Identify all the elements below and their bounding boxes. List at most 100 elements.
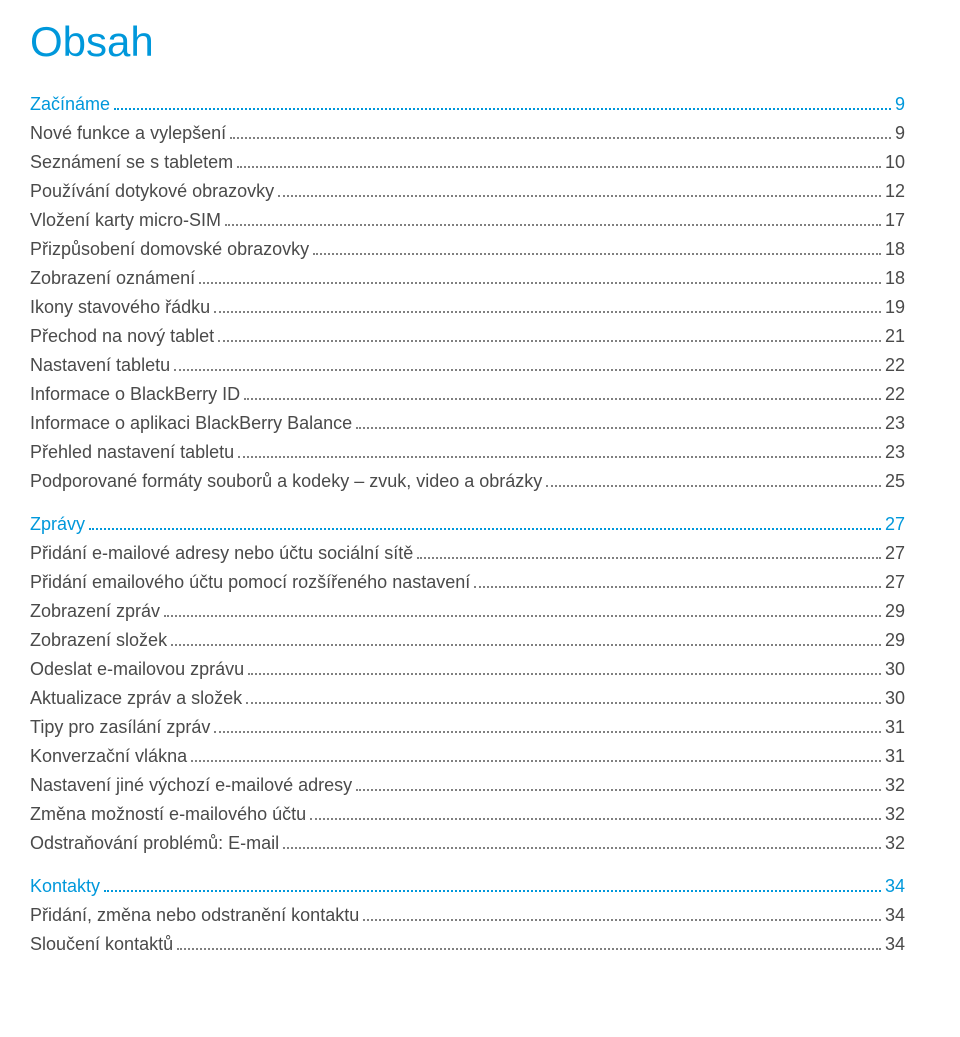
toc-section-page: 27 (885, 514, 905, 535)
toc-leader (283, 847, 881, 849)
toc-section-head[interactable]: Začínáme 9 (30, 94, 905, 115)
toc-entry-label: Změna možností e-mailového účtu (30, 804, 306, 825)
toc-entry-label: Tipy pro zasílání zpráv (30, 717, 210, 738)
toc-entry[interactable]: Nové funkce a vylepšení 9 (30, 123, 905, 144)
toc-section-page: 34 (885, 876, 905, 897)
toc-entry-label: Přizpůsobení domovské obrazovky (30, 239, 309, 260)
toc-entry-page: 18 (885, 239, 905, 260)
toc-entry-page: 9 (895, 123, 905, 144)
toc-leader (356, 427, 881, 429)
toc-entry[interactable]: Podporované formáty souborů a kodeky – z… (30, 471, 905, 492)
toc-entry[interactable]: Nastavení jiné výchozí e-mailové adresy3… (30, 775, 905, 796)
toc-leader (174, 369, 881, 371)
toc-entry-page: 32 (885, 833, 905, 854)
toc-leader (244, 398, 881, 400)
toc-entry[interactable]: Přidání emailového účtu pomocí rozšířené… (30, 572, 905, 593)
toc-entry[interactable]: Informace o aplikaci BlackBerry Balance 2… (30, 413, 905, 434)
toc-leader (164, 615, 881, 617)
toc-entry[interactable]: Sloučení kontaktů 34 (30, 934, 905, 955)
toc-entry-label: Odeslat e-mailovou zprávu (30, 659, 244, 680)
toc-entry-page: 27 (885, 572, 905, 593)
toc-entry-page: 23 (885, 413, 905, 434)
toc-section-label: Zprávy (30, 514, 85, 535)
toc-section-label: Začínáme (30, 94, 110, 115)
toc-entry[interactable]: Zobrazení složek 29 (30, 630, 905, 651)
toc-entry-label: Nastavení tabletu (30, 355, 170, 376)
toc-entry-page: 22 (885, 355, 905, 376)
toc-entry-label: Zobrazení oznámení (30, 268, 195, 289)
toc-leader (104, 890, 881, 892)
toc-entry-page: 34 (885, 934, 905, 955)
toc-section-head[interactable]: Kontakty34 (30, 876, 905, 897)
toc-entry[interactable]: Nastavení tabletu 22 (30, 355, 905, 376)
toc-entry[interactable]: Tipy pro zasílání zpráv31 (30, 717, 905, 738)
toc-entry-page: 10 (885, 152, 905, 173)
toc-entry-page: 29 (885, 630, 905, 651)
toc-entry-page: 19 (885, 297, 905, 318)
toc-leader (89, 528, 881, 530)
toc-entry-page: 23 (885, 442, 905, 463)
toc-entry-label: Zobrazení zpráv (30, 601, 160, 622)
toc-entry-label: Používání dotykové obrazovky (30, 181, 274, 202)
toc-entry[interactable]: Používání dotykové obrazovky12 (30, 181, 905, 202)
toc-section-page: 9 (895, 94, 905, 115)
toc-entry-page: 34 (885, 905, 905, 926)
toc-entry-label: Nové funkce a vylepšení (30, 123, 226, 144)
toc-leader (114, 108, 891, 110)
toc-entry-label: Konverzační vlákna (30, 746, 187, 767)
toc-entry-label: Přidání e-mailové adresy nebo účtu sociá… (30, 543, 413, 564)
toc-entry[interactable]: Změna možností e-mailového účtu32 (30, 804, 905, 825)
toc-entry[interactable]: Odstraňování problémů: E-mail 32 (30, 833, 905, 854)
toc-entry-label: Seznámení se s tabletem (30, 152, 233, 173)
toc-entry-label: Přehled nastavení tabletu (30, 442, 234, 463)
toc-entry-label: Sloučení kontaktů (30, 934, 173, 955)
toc-entry-page: 22 (885, 384, 905, 405)
toc-entry-page: 30 (885, 688, 905, 709)
toc-entry-label: Přidání emailového účtu pomocí rozšířené… (30, 572, 470, 593)
toc-entry-label: Nastavení jiné výchozí e-mailové adresy (30, 775, 352, 796)
table-of-contents: Začínáme 9 Nové funkce a vylepšení 9 Seznáme… (30, 94, 905, 955)
toc-entry[interactable]: Konverzační vlákna31 (30, 746, 905, 767)
toc-leader (199, 282, 881, 284)
toc-entry[interactable]: Přizpůsobení domovské obrazovky 18 (30, 239, 905, 260)
toc-entry-label: Přidání, změna nebo odstranění kontaktu (30, 905, 359, 926)
toc-entry-label: Vložení karty micro-SIM (30, 210, 221, 231)
toc-leader (238, 456, 881, 458)
toc-leader (356, 789, 881, 791)
toc-leader (218, 340, 881, 342)
toc-leader (417, 557, 881, 559)
toc-leader (230, 137, 891, 139)
toc-entry-page: 18 (885, 268, 905, 289)
toc-entry-page: 25 (885, 471, 905, 492)
toc-entry-label: Informace o BlackBerry ID (30, 384, 240, 405)
toc-leader (310, 818, 881, 820)
toc-leader (177, 948, 881, 950)
toc-entry[interactable]: Přechod na nový tablet21 (30, 326, 905, 347)
toc-entry[interactable]: Aktualizace zpráv a složek 30 (30, 688, 905, 709)
toc-entry-label: Informace o aplikaci BlackBerry Balance (30, 413, 352, 434)
toc-entry[interactable]: Vložení karty micro-SIM17 (30, 210, 905, 231)
toc-entry-label: Zobrazení složek (30, 630, 167, 651)
toc-entry-label: Podporované formáty souborů a kodeky – z… (30, 471, 542, 492)
toc-entry[interactable]: Zobrazení oznámení 18 (30, 268, 905, 289)
toc-entry-label: Aktualizace zpráv a složek (30, 688, 242, 709)
toc-section-head[interactable]: Zprávy 27 (30, 514, 905, 535)
toc-leader (474, 586, 881, 588)
toc-entry[interactable]: Seznámení se s tabletem 10 (30, 152, 905, 173)
toc-entry[interactable]: Přidání, změna nebo odstranění kontaktu 3… (30, 905, 905, 926)
toc-entry-page: 29 (885, 601, 905, 622)
toc-entry[interactable]: Zobrazení zpráv 29 (30, 601, 905, 622)
toc-leader (171, 644, 881, 646)
toc-leader (278, 195, 881, 197)
page-title: Obsah (30, 18, 905, 66)
toc-entry[interactable]: Informace o BlackBerry ID 22 (30, 384, 905, 405)
toc-entry[interactable]: Přehled nastavení tabletu 23 (30, 442, 905, 463)
toc-entry[interactable]: Odeslat e-mailovou zprávu30 (30, 659, 905, 680)
toc-leader (246, 702, 881, 704)
toc-leader (214, 311, 881, 313)
toc-entry-label: Odstraňování problémů: E-mail (30, 833, 279, 854)
toc-leader (214, 731, 881, 733)
toc-entry[interactable]: Přidání e-mailové adresy nebo účtu sociá… (30, 543, 905, 564)
toc-leader (191, 760, 881, 762)
toc-entry[interactable]: Ikony stavového řádku19 (30, 297, 905, 318)
